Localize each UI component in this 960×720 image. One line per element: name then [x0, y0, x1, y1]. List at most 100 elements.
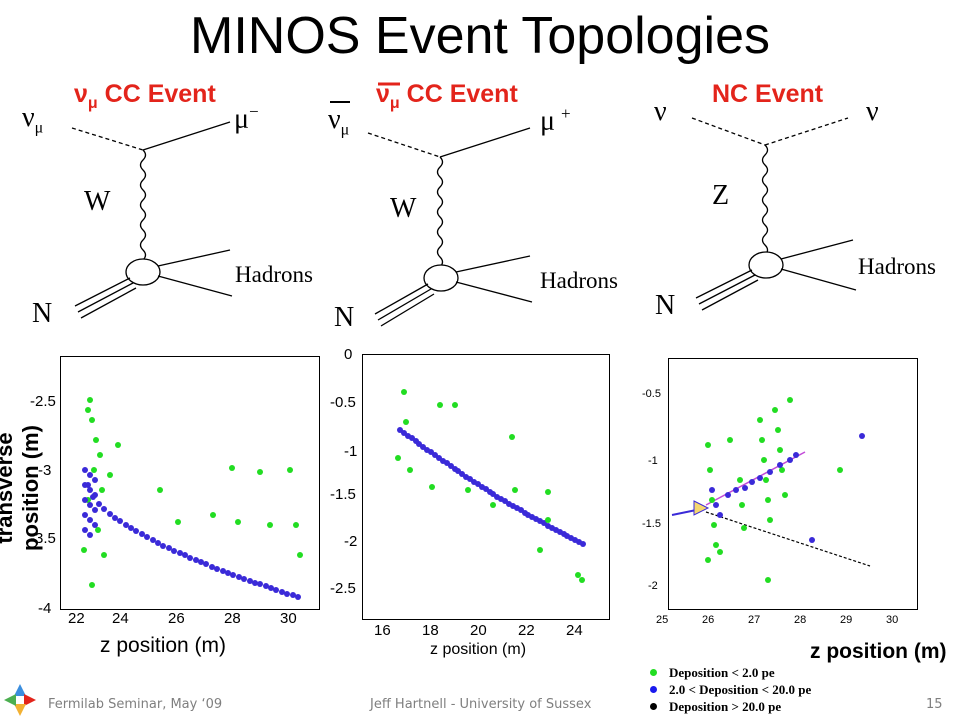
- plot2-hit: [541, 520, 548, 527]
- plot1-hit: [117, 518, 124, 525]
- plot2-hit: [498, 495, 505, 502]
- plot2-xtick: 22: [518, 622, 535, 639]
- plot2-hit: [459, 471, 466, 478]
- plot3-xtick: 30: [886, 614, 899, 626]
- plot2-hit: [400, 429, 407, 436]
- plot3-hit: [809, 537, 815, 543]
- plot2-hit: [552, 526, 559, 533]
- plot1-hit: [91, 467, 97, 473]
- plot3-hit: [713, 542, 719, 548]
- plot1-xtick: 30: [280, 610, 297, 627]
- plot2-hit: [517, 507, 524, 514]
- plot1-hit: [287, 467, 293, 473]
- boson-label: W: [84, 186, 111, 217]
- plot3-hit: [787, 397, 793, 403]
- legend-item: Deposition > 20.0 pe: [650, 698, 811, 715]
- plot3-hit: [767, 517, 773, 523]
- in-particle: ν: [328, 104, 341, 135]
- plot2-xtick: 16: [374, 622, 391, 639]
- plot2-hit: [478, 483, 485, 490]
- plot1-hit: [87, 517, 93, 523]
- plot2-hit: [408, 435, 415, 442]
- page-title: MINOS Event Topologies: [190, 7, 770, 65]
- plot1-hit: [138, 531, 145, 538]
- plot2-hit: [502, 498, 509, 505]
- feynman-diagram-1: [71, 121, 233, 319]
- plot2-hit: [428, 449, 435, 456]
- plot1-hit: [165, 545, 172, 552]
- plot1-hit: [187, 554, 194, 561]
- plot1-hit: [87, 502, 93, 508]
- outgoing-antimuon-label: μ +: [540, 104, 571, 137]
- plot3-hit: [787, 457, 793, 463]
- plot3-vertex-arrow: [693, 500, 710, 516]
- plot3-hit: [727, 437, 733, 443]
- plot1-hit: [149, 537, 156, 544]
- plot2-hit: [435, 454, 442, 461]
- hadrons-label: Hadrons: [540, 268, 618, 293]
- plot3-xtick: 26: [702, 614, 715, 626]
- plot2-xtick: 24: [566, 622, 583, 639]
- plot2-hit: [525, 511, 532, 518]
- in-sub: μ: [34, 119, 44, 137]
- plot2-hit: [452, 402, 458, 408]
- plot1-xtick: 24: [112, 610, 129, 627]
- plot1-hit: [284, 590, 291, 597]
- plot1-hit: [208, 563, 215, 570]
- plot2-hit: [395, 455, 401, 461]
- legend-swatch: [650, 669, 657, 676]
- plot3-hit: [859, 433, 865, 439]
- plot3-shower-axis: [705, 511, 871, 567]
- plot1-hit: [267, 522, 273, 528]
- plot2-hit: [579, 577, 585, 583]
- plot3-hit: [737, 477, 743, 483]
- legend-label: Deposition < 2.0 pe: [669, 664, 775, 680]
- plot2-hit: [403, 419, 409, 425]
- plot2-ytick: -1: [344, 443, 358, 460]
- plot3-hit: [707, 467, 713, 473]
- plot1-ytick: -2.5: [30, 393, 56, 410]
- boson-label: W: [390, 193, 417, 224]
- plot2-hit: [544, 522, 551, 529]
- plot1-hit: [93, 437, 99, 443]
- out-particle: μ: [234, 103, 250, 135]
- plot2-hit: [463, 473, 470, 480]
- plot3-hit: [709, 487, 715, 493]
- plot2-xlabel: z position (m): [430, 641, 527, 658]
- plot1-hit: [144, 534, 151, 541]
- plot2-hit: [401, 389, 407, 395]
- plot1-hit: [241, 575, 248, 582]
- plot1-hit: [85, 407, 91, 413]
- plot3-hit: [775, 427, 781, 433]
- plot3-hit: [717, 549, 723, 555]
- plot2-hit: [412, 438, 419, 445]
- minos-logo-icon: [4, 684, 36, 716]
- plot1-hit: [128, 525, 135, 532]
- plot2-hit: [513, 505, 520, 512]
- plot2-hit: [506, 500, 513, 507]
- plot3-hit: [765, 577, 771, 583]
- feynman-diagram-2: [330, 82, 533, 327]
- plot1-hit: [111, 514, 118, 521]
- legend-label: 2.0 < Deposition < 20.0 pe: [669, 681, 812, 697]
- plot1-hit: [133, 528, 140, 535]
- plot2-hit: [424, 446, 431, 453]
- plot1-hit: [289, 592, 296, 599]
- plot2-hit: [572, 536, 579, 543]
- plot1-hit: [257, 581, 264, 588]
- plot3-xtick: 28: [794, 614, 807, 626]
- plot2-ytick: -0.5: [330, 394, 356, 411]
- plot1-ytick: -3.5: [30, 530, 56, 547]
- plot3-hit: [725, 492, 731, 498]
- incoming-antineutrino-label: νμ: [328, 104, 349, 140]
- plot1-hit: [82, 527, 88, 533]
- plot2-hit: [545, 489, 551, 495]
- plot3-hit: [749, 479, 755, 485]
- plot2-hit: [512, 487, 518, 493]
- legend-swatch: [650, 703, 657, 710]
- plot2-hit: [580, 541, 586, 547]
- page-number: 15: [926, 697, 943, 712]
- plot1-hit: [81, 547, 87, 553]
- plot2-hit: [490, 502, 496, 508]
